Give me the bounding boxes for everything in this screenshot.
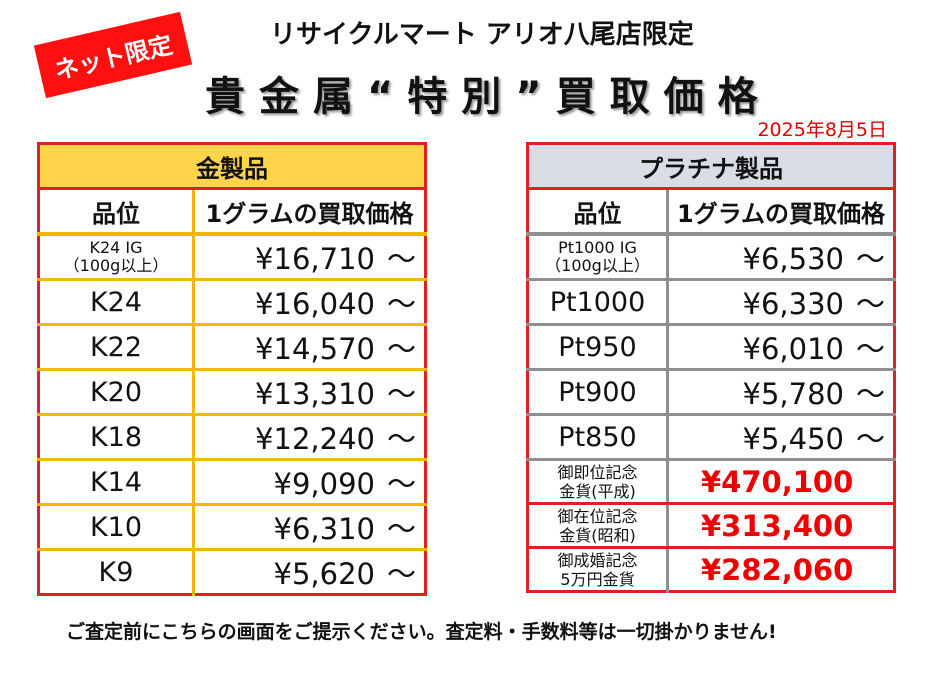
table-row: K22 ¥14,570 ～	[38, 324, 426, 371]
grade-cell: Pt950	[527, 324, 669, 371]
table-row: K24 ¥16,040 ～	[38, 279, 426, 326]
gold-price-header: 1グラムの買取価格	[193, 188, 426, 236]
page-title: 貴金属“特別”買取価格	[205, 74, 772, 120]
table-row: K20 ¥13,310 ～	[38, 369, 426, 416]
table-row: K10 ¥6,310 ～	[38, 504, 426, 551]
grade-cell: K18	[38, 414, 195, 461]
footer-note: ご査定前にこちらの画面をご提示ください。査定料・手数料等は一切掛かりません!	[66, 621, 777, 643]
grade-cell: K10	[38, 504, 195, 551]
coin-price-cell: ¥313,400	[667, 503, 895, 549]
table-row: Pt1000 IG （100g以上） ¥6,530 ～	[527, 234, 895, 281]
grade-cell: Pt1000 IG （100g以上）	[527, 234, 669, 281]
table-row: Pt950 ¥6,010 ～	[527, 324, 895, 371]
price-cell: ¥13,310 ～	[193, 369, 426, 416]
price-cell: ¥5,450 ～	[667, 414, 895, 461]
grade-cell: Pt900	[527, 369, 669, 416]
gold-price-table: 金製品 品位 1グラムの買取価格 K24 IG （100g以上） ¥16,710 ～…	[37, 142, 427, 596]
coin-row: 御在位記念 金貨(昭和) ¥313,400	[527, 503, 895, 549]
platinum-grade-header: 品位	[527, 188, 669, 236]
coin-name-cell: 御成婚記念 5万円金貨	[527, 547, 669, 592]
platinum-price-table: プラチナ製品 品位 1グラムの買取価格 Pt1000 IG （100g以上） ¥6…	[526, 142, 896, 593]
table-row: K14 ¥9,090 ～	[38, 459, 426, 506]
coin-row: 御即位記念 金貨(平成) ¥470,100	[527, 459, 895, 505]
platinum-table-title: プラチナ製品	[527, 143, 895, 190]
grade-cell: K24	[38, 279, 195, 326]
grade-cell: K24 IG （100g以上）	[38, 234, 195, 281]
price-date: 2025年8月5日	[757, 119, 887, 141]
coin-price-cell: ¥470,100	[667, 459, 895, 505]
gold-table-title: 金製品	[38, 143, 426, 190]
grade-cell: K14	[38, 459, 195, 506]
gold-grade-header: 品位	[38, 188, 195, 236]
grade-cell: Pt1000	[527, 279, 669, 326]
price-cell: ¥12,240 ～	[193, 414, 426, 461]
grade-cell: K20	[38, 369, 195, 416]
table-row: K18 ¥12,240 ～	[38, 414, 426, 461]
grade-cell: K22	[38, 324, 195, 371]
net-limited-badge: ネット限定	[33, 11, 193, 99]
price-cell: ¥6,330 ～	[667, 279, 895, 326]
price-cell: ¥14,570 ～	[193, 324, 426, 371]
price-cell: ¥5,780 ～	[667, 369, 895, 416]
price-cell: ¥6,530 ～	[667, 234, 895, 281]
store-name: リサイクルマート アリオ八尾店限定	[270, 20, 694, 50]
price-cell: ¥5,620 ～	[273, 557, 417, 591]
price-cell: ¥6,310 ～	[193, 504, 426, 551]
grade-cell: K9	[38, 549, 195, 595]
price-cell: ¥16,040 ～	[193, 279, 426, 326]
coin-name-cell: 御即位記念 金貨(平成)	[527, 459, 669, 505]
price-cell: ¥6,010 ～	[667, 324, 895, 371]
price-cell: ¥16,710 ～	[193, 234, 426, 281]
coin-price-cell: ¥282,060	[701, 552, 854, 587]
coin-name-cell: 御在位記念 金貨(昭和)	[527, 503, 669, 549]
table-row: Pt850 ¥5,450 ～	[527, 414, 895, 461]
platinum-price-header: 1グラムの買取価格	[667, 188, 895, 236]
coin-row: 御成婚記念 5万円金貨 ¥282,060	[527, 547, 895, 592]
table-row: K24 IG （100g以上） ¥16,710 ～	[38, 234, 426, 281]
price-cell: ¥9,090 ～	[193, 459, 426, 506]
table-row: K9 ¥5,620 ～	[38, 549, 426, 595]
table-row: Pt900 ¥5,780 ～	[527, 369, 895, 416]
grade-cell: Pt850	[527, 414, 669, 461]
table-row: Pt1000 ¥6,330 ～	[527, 279, 895, 326]
